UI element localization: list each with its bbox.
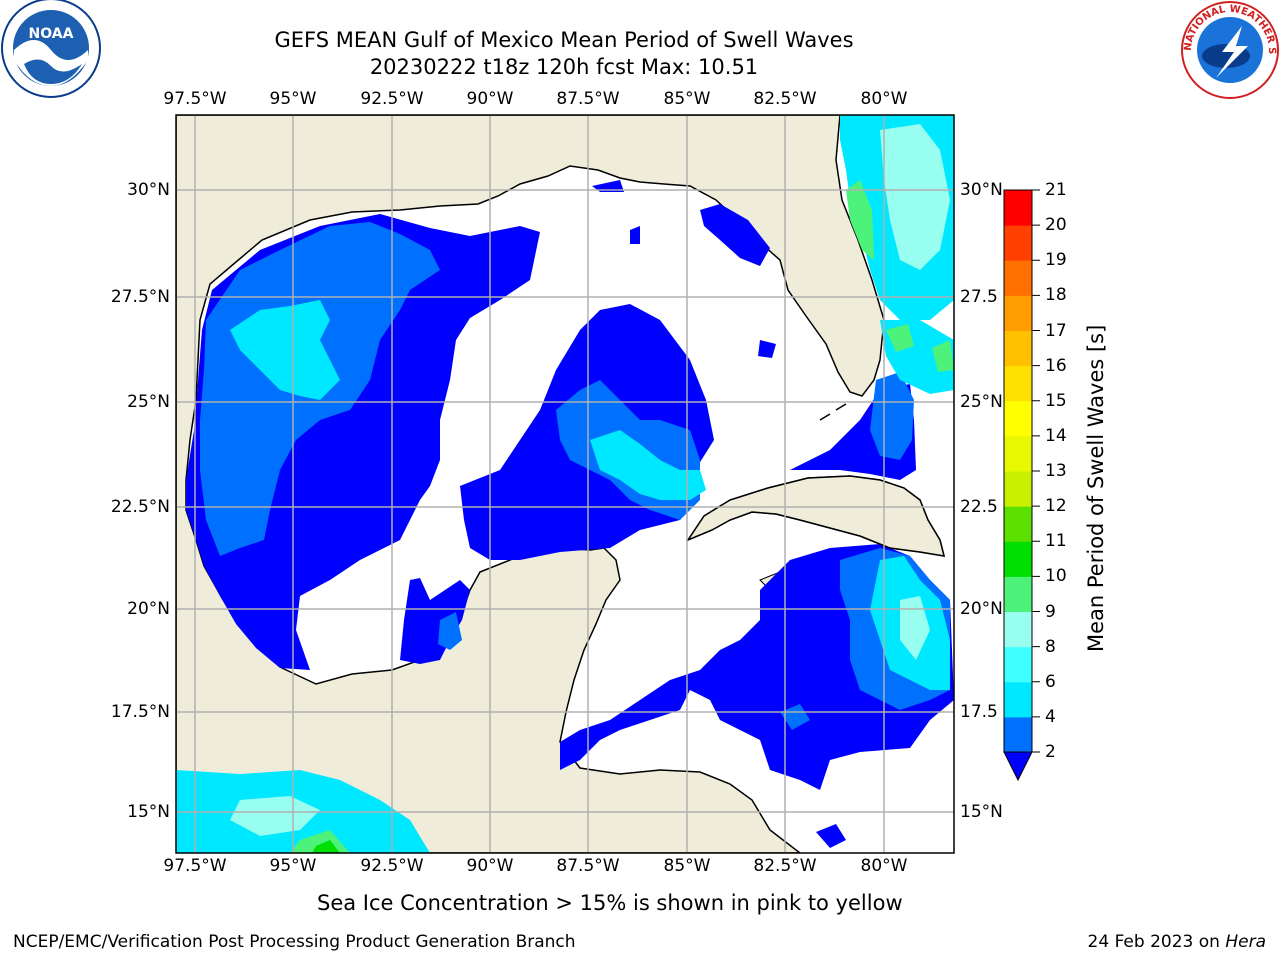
colorbar-tick-label: 14 — [1045, 425, 1067, 446]
colorbar-segment — [1004, 471, 1032, 507]
colorbar-segment — [1004, 646, 1032, 683]
footer-date-text: 24 Feb 2023 on — [1087, 932, 1226, 952]
lat-tick-left: 25°N — [127, 392, 170, 412]
colorbar-segment — [1004, 506, 1032, 542]
lon-tick-top: 82.5°W — [753, 89, 817, 109]
chart-subtitle: 20230222 t18z 120h fcst Max: 10.51 — [369, 55, 759, 79]
colorbar-tick-label: 12 — [1045, 496, 1067, 517]
colorbar-tick-label: 19 — [1045, 250, 1067, 271]
colorbar-tick-label: 16 — [1045, 355, 1067, 376]
colorbar-tick-label: 2 — [1045, 742, 1056, 762]
lat-tick-left: 27.5°N — [110, 287, 170, 307]
colorbar-segment — [1004, 190, 1032, 226]
colorbar-tick-label: 6 — [1045, 671, 1056, 692]
lon-tick-bottom: 92.5°W — [360, 856, 424, 876]
colorbar-tick-label: 4 — [1045, 706, 1056, 727]
lat-tick-right: 25°N — [960, 392, 1003, 412]
lat-tick-left: 15°N — [127, 802, 170, 822]
colorbar-tick-label: 8 — [1045, 636, 1056, 657]
colorbar-tick-label: 13 — [1045, 461, 1067, 481]
colorbar-segment — [1004, 716, 1032, 753]
colorbar-tick-label: 20 — [1045, 215, 1067, 236]
colorbar-label: Mean Period of Swell Waves [s] — [1084, 324, 1108, 652]
lon-tick-bottom: 85°W — [663, 856, 711, 876]
colorbar-segment — [1004, 435, 1032, 472]
lat-tick-right: 27.5 — [960, 287, 998, 307]
lon-tick-top: 90°W — [466, 89, 514, 109]
footer-host: Hera — [1225, 932, 1266, 952]
lon-tick-bottom: 90°W — [466, 856, 514, 876]
colorbar-segment — [1004, 541, 1032, 577]
lon-tick-top: 80°W — [860, 89, 908, 109]
colorbar-tick-label: 21 — [1045, 180, 1067, 200]
colorbar-segment — [1004, 225, 1032, 261]
lon-tick-top: 92.5°W — [360, 89, 424, 109]
lat-tick-right: 15°N — [960, 802, 1003, 822]
colorbar-segment — [1004, 260, 1032, 296]
colorbar-tick-label: 15 — [1045, 390, 1067, 411]
footer-date: 24 Feb 2023 on Hera — [1088, 932, 1266, 952]
lon-tick-bottom: 87.5°W — [556, 856, 620, 876]
colorbar-tick-label: 18 — [1045, 285, 1067, 306]
swell-8-9s — [230, 124, 950, 836]
colorbar — [1003, 189, 1040, 782]
lat-tick-left: 17.5°N — [110, 702, 170, 722]
sea-ice-note: Sea Ice Concentration > 15% is shown in … — [317, 891, 903, 915]
map-grid — [176, 115, 954, 853]
lon-tick-top: 87.5°W — [556, 89, 620, 109]
map-frame — [175, 114, 955, 854]
lat-tick-left: 20°N — [127, 599, 170, 619]
colorbar-segment — [1004, 295, 1032, 331]
lat-tick-right: 22.5 — [960, 497, 998, 517]
colorbar-segment — [1004, 365, 1032, 402]
colorbar-segment — [1004, 611, 1032, 648]
colorbar-tick-label: 10 — [1045, 566, 1067, 587]
colorbar-extend-arrow — [1003, 751, 1033, 782]
lon-tick-top: 97.5°W — [163, 89, 227, 109]
colorbar-segment — [1004, 576, 1032, 612]
lon-tick-bottom: 97.5°W — [163, 856, 227, 876]
nws-logo-ring-text: NATIONAL WEATHER SERVICE — [1181, 2, 1279, 100]
colorbar-tick-label: 11 — [1045, 531, 1067, 552]
colorbar-tick-label: 9 — [1045, 601, 1056, 622]
lon-tick-bottom: 95°W — [269, 856, 317, 876]
lon-tick-bottom: 82.5°W — [753, 856, 817, 876]
lon-tick-bottom: 80°W — [860, 856, 908, 876]
lat-tick-right: 20°N — [960, 599, 1003, 619]
lat-tick-right: 17.5 — [960, 702, 998, 722]
footer-credit: NCEP/EMC/Verification Post Processing Pr… — [13, 932, 576, 952]
colorbar-segment — [1004, 681, 1032, 718]
swell-10-11s — [312, 840, 340, 853]
lat-tick-left: 30°N — [127, 180, 170, 200]
chart-title: GEFS MEAN Gulf of Mexico Mean Period of … — [274, 28, 854, 52]
colorbar-tick-label: 17 — [1045, 320, 1067, 341]
lon-tick-top: 85°W — [663, 89, 711, 109]
lon-tick-top: 95°W — [269, 89, 317, 109]
colorbar-segment — [1004, 330, 1032, 367]
lat-tick-right: 30°N — [960, 180, 1003, 200]
colorbar-segment — [1004, 400, 1032, 437]
lat-tick-left: 22.5°N — [110, 497, 170, 517]
